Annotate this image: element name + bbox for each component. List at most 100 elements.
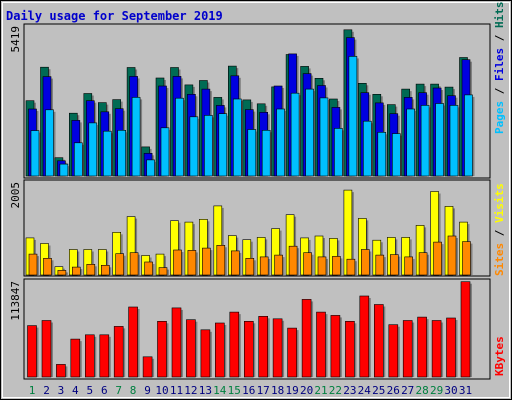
bar-kbytes: [113, 326, 124, 378]
bar-sites: [274, 254, 283, 276]
legend-middle: Sites / Visits: [493, 183, 506, 276]
bar-sites: [28, 253, 38, 276]
bottom-max-label: 113847: [9, 281, 22, 321]
bar-sites: [129, 252, 139, 276]
bar-sites: [158, 267, 168, 276]
bar-sites: [187, 250, 197, 276]
day-label: 3: [58, 384, 65, 397]
bar-kbytes: [85, 334, 95, 378]
bar-pages: [88, 122, 98, 177]
bar-sites: [86, 263, 96, 276]
day-label: 15: [228, 384, 241, 397]
bar-kbytes: [345, 320, 355, 378]
bar-kbytes: [388, 324, 399, 378]
day-label: 13: [199, 384, 212, 397]
bar-pages: [45, 109, 54, 177]
bar-kbytes: [186, 319, 196, 378]
bar-sites: [346, 258, 356, 276]
bar-pages: [233, 98, 242, 177]
bar-kbytes: [27, 325, 37, 378]
day-label: 27: [401, 384, 414, 397]
bars-group: [25, 29, 475, 378]
panel-visits-sites: [23, 179, 491, 277]
bar-pages: [290, 92, 300, 177]
bar-kbytes: [215, 322, 225, 378]
bar-pages: [406, 108, 416, 177]
day-label: 29: [430, 384, 443, 397]
day-label: 31: [459, 384, 472, 397]
bar-kbytes: [70, 338, 81, 378]
bar-pages: [160, 127, 170, 177]
day-label: 9: [144, 384, 151, 397]
day-label: 21: [314, 384, 327, 397]
bar-sites: [433, 241, 442, 276]
bar-pages: [103, 130, 112, 177]
bar-pages: [464, 94, 473, 177]
bar-sites: [360, 249, 370, 276]
day-label: 17: [257, 384, 270, 397]
legend-kbytes: KBytes: [493, 336, 506, 376]
bar-pages: [319, 97, 329, 177]
bar-pages: [189, 116, 199, 177]
bar-sites: [202, 247, 211, 276]
bar-kbytes: [417, 316, 427, 378]
bar-kbytes: [446, 317, 456, 378]
day-label: 14: [213, 384, 227, 397]
top-max-label: 5419: [9, 26, 22, 53]
bar-sites: [462, 241, 471, 276]
bar-sites: [317, 256, 327, 276]
day-label: 10: [155, 384, 168, 397]
panel-hits-files-pages: [23, 23, 491, 179]
legend-separator: /: [493, 28, 506, 48]
bar-sites: [115, 253, 124, 276]
bar-pages: [420, 105, 430, 177]
bar-kbytes: [301, 299, 312, 378]
bar-kbytes: [128, 306, 138, 378]
bar-sites: [375, 254, 385, 276]
day-label: 4: [72, 384, 79, 397]
bar-pages: [175, 97, 184, 177]
bar-sites: [57, 270, 67, 276]
bar-pages: [261, 130, 271, 177]
day-label: 2: [43, 384, 50, 397]
day-label: 23: [343, 384, 356, 397]
panel-kbytes: [23, 278, 491, 380]
legend-visits: Visits: [493, 183, 506, 223]
legend-pages: Pages: [493, 101, 506, 134]
day-label: 18: [271, 384, 284, 397]
legend-sites: Sites: [493, 243, 506, 276]
bar-sites: [447, 235, 457, 276]
bar-kbytes: [157, 320, 167, 378]
legend-separator: /: [493, 81, 506, 101]
bar-kbytes: [373, 304, 384, 378]
bar-kbytes: [316, 311, 326, 378]
day-label: 25: [372, 384, 385, 397]
bar-pages: [74, 142, 83, 177]
day-label: 6: [101, 384, 108, 397]
bar-kbytes: [229, 311, 240, 378]
bar-sites: [418, 252, 428, 276]
day-label: 16: [242, 384, 255, 397]
legend-top: Pages / Files / Hits: [493, 2, 506, 135]
day-label: 24: [358, 384, 372, 397]
bar-pages: [204, 115, 213, 177]
bar-sites: [144, 261, 153, 276]
day-label: 20: [300, 384, 313, 397]
bar-pages: [59, 163, 69, 177]
day-label: 12: [184, 384, 197, 397]
bar-kbytes: [142, 356, 153, 378]
bar-kbytes: [200, 329, 211, 378]
bar-sites: [72, 266, 81, 276]
day-label: 8: [130, 384, 137, 397]
bar-pages: [30, 130, 40, 177]
bar-kbytes: [258, 315, 269, 378]
bar-sites: [288, 245, 298, 276]
bar-sites: [216, 245, 226, 276]
bar-pages: [348, 56, 358, 177]
bar-sites: [43, 257, 52, 276]
legend-hits: Hits: [493, 2, 506, 29]
bar-sites: [245, 257, 255, 276]
day-label: 19: [285, 384, 298, 397]
bar-pages: [131, 97, 141, 177]
